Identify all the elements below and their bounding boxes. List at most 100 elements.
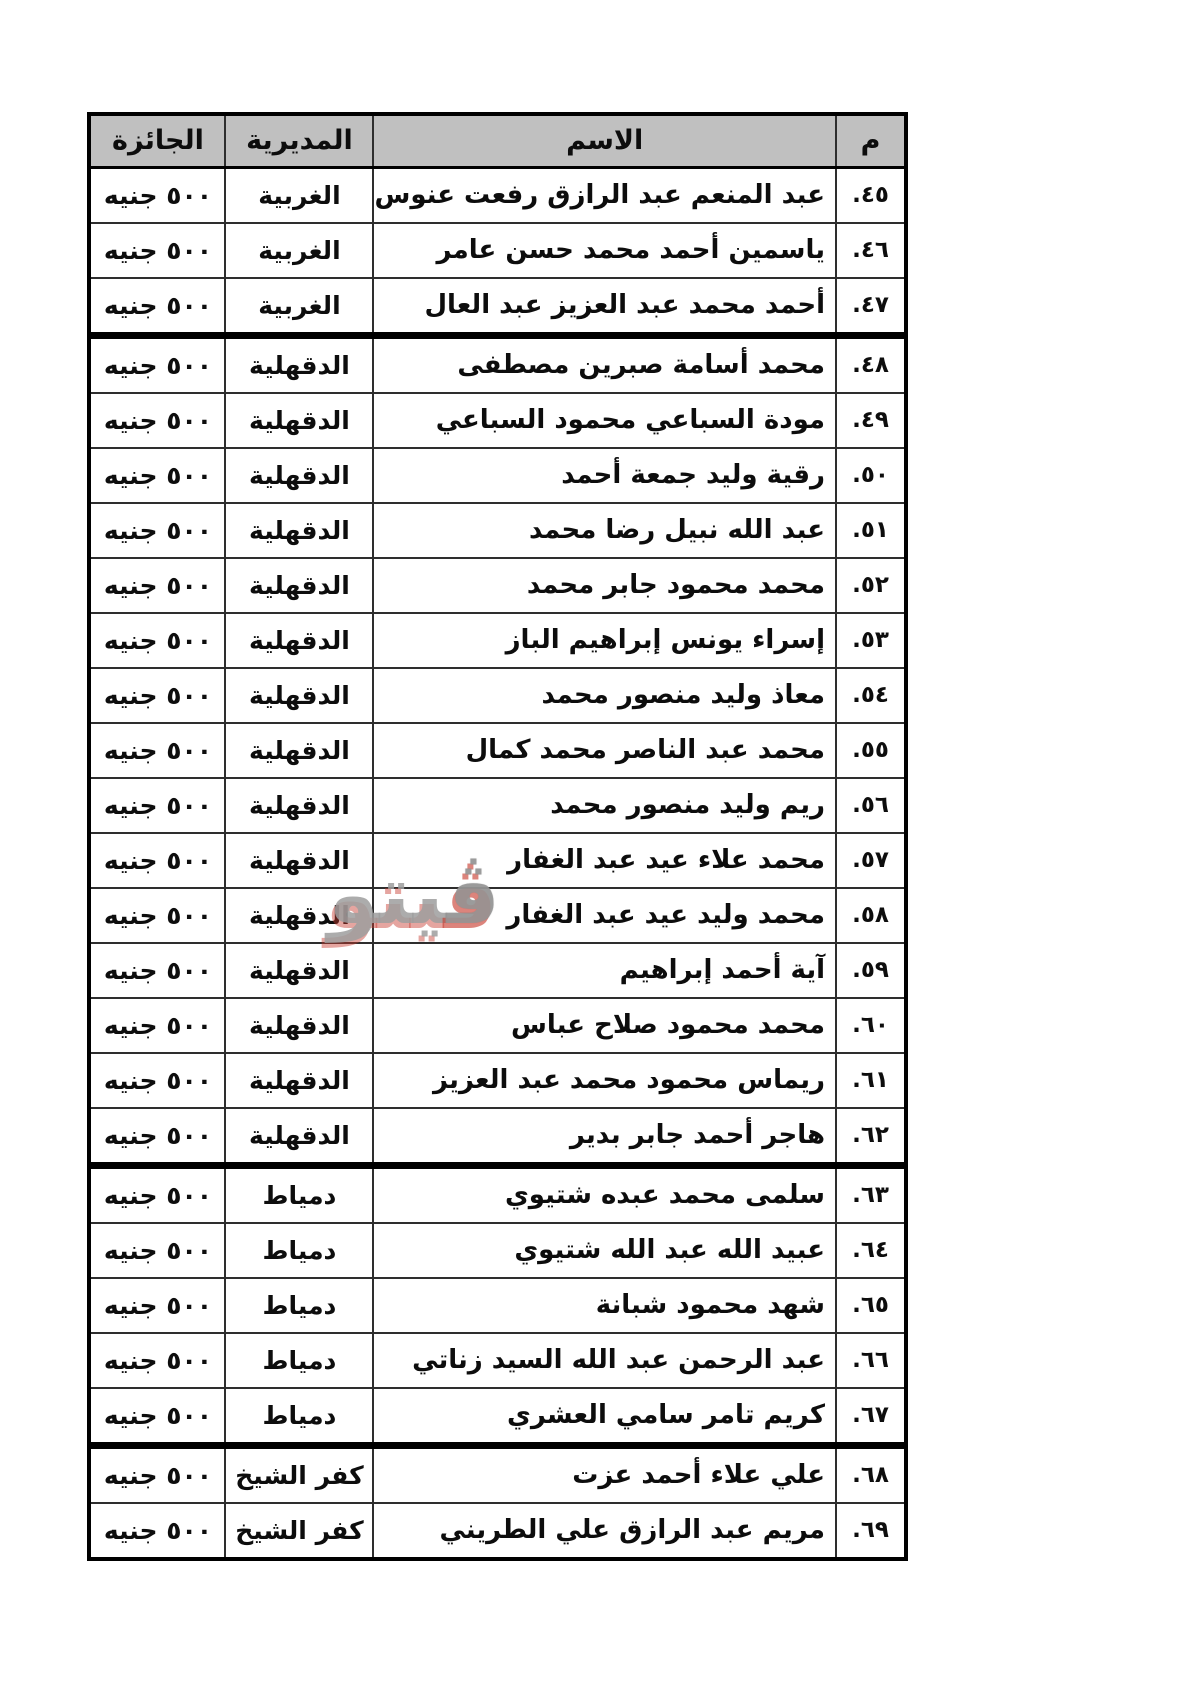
row-number: ٦٤. <box>835 1222 907 1279</box>
row-number: ٦٥. <box>835 1277 907 1334</box>
table-row: ٦٣. سلمى محمد عبده شتيوي دمياط ٥٠٠ جنيه <box>88 1164 907 1224</box>
prize-amount: ٥٠٠ جنيه <box>88 887 227 944</box>
table-row: ٥٨. محمد وليد عيد عبد الغفار الدقهلية ٥٠٠ ج… <box>88 887 907 944</box>
directorate-cell: الدقهلية <box>224 1107 375 1169</box>
winner-name: عبد الله نبيل رضا محمد <box>372 502 837 559</box>
table-row: ٦٦. عبد الرحمن عبد الله السيد زناتي دمياط ٥… <box>88 1332 907 1389</box>
table-row: ٥٣. إسراء يونس إبراهيم الباز الدقهلية ٥٠٠ ج… <box>88 612 907 669</box>
directorate-cell: الدقهلية <box>224 887 375 944</box>
table-row: ٥٧. محمد علاء عيد عبد الغفار الدقهلية ٥٠٠ ج… <box>88 832 907 889</box>
directorate-cell: دمياط <box>224 1332 375 1389</box>
prize-amount: ٥٠٠ جنيه <box>88 166 227 224</box>
row-number: ٤٥. <box>835 166 907 224</box>
prize-amount: ٥٠٠ جنيه <box>88 1164 227 1224</box>
winner-name: أحمد محمد عبد العزيز عبد العال <box>372 277 837 339</box>
directorate-cell: دمياط <box>224 1222 375 1279</box>
directorate-cell: الدقهلية <box>224 777 375 834</box>
winner-name: رقية وليد جمعة أحمد <box>372 447 837 504</box>
table-row: ٦٨. علي علاء أحمد عزت كفر الشيخ ٥٠٠ جنيه <box>88 1444 907 1504</box>
prize-amount: ٥٠٠ جنيه <box>88 1502 227 1560</box>
row-number: ٥٠. <box>835 447 907 504</box>
directorate-cell: الدقهلية <box>224 612 375 669</box>
directorate-cell: الدقهلية <box>224 334 375 394</box>
winner-name: آية أحمد إبراهيم <box>372 942 837 999</box>
winner-name: ياسمين أحمد محمد حسن عامر <box>372 222 837 279</box>
winner-name: علي علاء أحمد عزت <box>372 1444 837 1504</box>
row-number: ٥٣. <box>835 612 907 669</box>
row-number: ٥٩. <box>835 942 907 999</box>
table-row: ٦٢. هاجر أحمد جابر بدير الدقهلية ٥٠٠ جنيه <box>88 1107 907 1169</box>
winner-name: محمد عبد الناصر محمد كمال <box>372 722 837 779</box>
winner-name: محمد علاء عيد عبد الغفار <box>372 832 837 889</box>
header-directorate: المديرية <box>224 112 375 169</box>
prize-amount: ٥٠٠ جنيه <box>88 1444 227 1504</box>
directorate-cell: كفر الشيخ <box>224 1502 375 1560</box>
row-number: ٤٩. <box>835 392 907 449</box>
row-number: ٦٣. <box>835 1164 907 1224</box>
prize-amount: ٥٠٠ جنيه <box>88 502 227 559</box>
winner-name: محمد أسامة صبرين مصطفى <box>372 334 837 394</box>
row-number: ٥٤. <box>835 667 907 724</box>
table-row: ٤٩. مودة السباعي محمود السباعي الدقهلية ٥٠٠… <box>88 392 907 449</box>
directorate-cell: الغربية <box>224 166 375 224</box>
prize-amount: ٥٠٠ جنيه <box>88 557 227 614</box>
prize-amount: ٥٠٠ جنيه <box>88 277 227 339</box>
winner-name: شهد محمود شبانة <box>372 1277 837 1334</box>
winner-name: ريم وليد منصور محمد <box>372 777 837 834</box>
winner-name: معاذ وليد منصور محمد <box>372 667 837 724</box>
winner-name: كريم تامر سامي العشري <box>372 1387 837 1449</box>
row-number: ٦٦. <box>835 1332 907 1389</box>
table-row: ٥٠. رقية وليد جمعة أحمد الدقهلية ٥٠٠ جنيه <box>88 447 907 504</box>
directorate-cell: الدقهلية <box>224 942 375 999</box>
winner-name: عبيد الله عبد الله شتيوي <box>372 1222 837 1279</box>
winner-name: عبد المنعم عبد الرازق رفعت عنوس <box>372 166 837 224</box>
row-number: ٥٨. <box>835 887 907 944</box>
prize-amount: ٥٠٠ جنيه <box>88 997 227 1054</box>
prize-amount: ٥٠٠ جنيه <box>88 334 227 394</box>
row-number: ٦٢. <box>835 1107 907 1169</box>
row-number: ٦١. <box>835 1052 907 1109</box>
header-prize: الجائزة <box>88 112 227 169</box>
table-row: ٥٦. ريم وليد منصور محمد الدقهلية ٥٠٠ جنيه <box>88 777 907 834</box>
table-row: ٤٨. محمد أسامة صبرين مصطفى الدقهلية ٥٠٠ جني… <box>88 334 907 394</box>
table-row: ٦٩. مريم عبد الرازق علي الطريني كفر الشيخ ٥… <box>88 1502 907 1560</box>
directorate-cell: كفر الشيخ <box>224 1444 375 1504</box>
prize-amount: ٥٠٠ جنيه <box>88 392 227 449</box>
prize-amount: ٥٠٠ جنيه <box>88 612 227 669</box>
prize-amount: ٥٠٠ جنيه <box>88 1387 227 1449</box>
header-num: م <box>835 112 907 169</box>
winners-table: م الاسم المديرية الجائزة ٤٥. عبد المنعم ع… <box>87 112 908 1561</box>
winner-name: مريم عبد الرازق علي الطريني <box>372 1502 837 1560</box>
winner-name: إسراء يونس إبراهيم الباز <box>372 612 837 669</box>
winner-name: محمد محمود جابر محمد <box>372 557 837 614</box>
winner-name: سلمى محمد عبده شتيوي <box>372 1164 837 1224</box>
directorate-cell: دمياط <box>224 1164 375 1224</box>
table-row: ٥٤. معاذ وليد منصور محمد الدقهلية ٥٠٠ جنيه <box>88 667 907 724</box>
directorate-cell: الغربية <box>224 222 375 279</box>
prize-amount: ٥٠٠ جنيه <box>88 1052 227 1109</box>
table-row: ٤٦. ياسمين أحمد محمد حسن عامر الغربية ٥٠٠ ج… <box>88 222 907 279</box>
winner-name: هاجر أحمد جابر بدير <box>372 1107 837 1169</box>
row-number: ٥٦. <box>835 777 907 834</box>
directorate-cell: الغربية <box>224 277 375 339</box>
row-number: ٤٦. <box>835 222 907 279</box>
winner-name: محمد محمود صلاح عباس <box>372 997 837 1054</box>
row-number: ٥٢. <box>835 557 907 614</box>
table-row: ٥٩. آية أحمد إبراهيم الدقهلية ٥٠٠ جنيه <box>88 942 907 999</box>
row-number: ٥٥. <box>835 722 907 779</box>
prize-amount: ٥٠٠ جنيه <box>88 722 227 779</box>
row-number: ٤٨. <box>835 334 907 394</box>
table-row: ٤٧. أحمد محمد عبد العزيز عبد العال الغربية… <box>88 277 907 339</box>
row-number: ٥١. <box>835 502 907 559</box>
table-row: ٤٥. عبد المنعم عبد الرازق رفعت عنوس الغربي… <box>88 166 907 224</box>
directorate-cell: دمياط <box>224 1277 375 1334</box>
prize-amount: ٥٠٠ جنيه <box>88 1107 227 1169</box>
prize-amount: ٥٠٠ جنيه <box>88 447 227 504</box>
table-row: ٥١. عبد الله نبيل رضا محمد الدقهلية ٥٠٠ جني… <box>88 502 907 559</box>
table-row: ٦٠. محمد محمود صلاح عباس الدقهلية ٥٠٠ جنيه <box>88 997 907 1054</box>
row-number: ٦٩. <box>835 1502 907 1560</box>
table-row: ٦٤. عبيد الله عبد الله شتيوي دمياط ٥٠٠ جنيه <box>88 1222 907 1279</box>
directorate-cell: الدقهلية <box>224 447 375 504</box>
directorate-cell: الدقهلية <box>224 722 375 779</box>
